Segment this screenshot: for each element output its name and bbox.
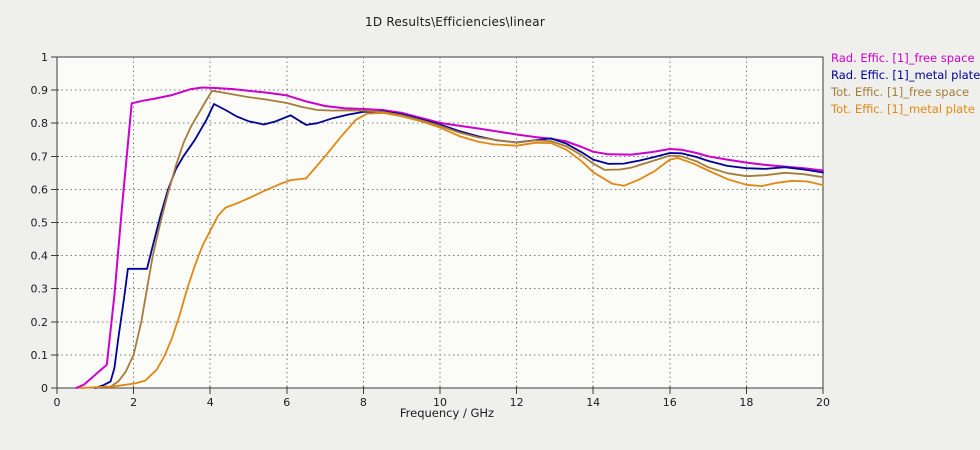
- x-tick-label: 12: [510, 396, 524, 409]
- legend-item-0: Rad. Effic. [1]_free space: [831, 51, 975, 65]
- y-tick-label: 0.9: [31, 84, 49, 97]
- x-axis-label: Frequency / GHz: [399, 406, 495, 420]
- x-tick-label: 8: [360, 396, 367, 409]
- series-line-0: [75, 86, 824, 389]
- y-tick-label: 0.4: [31, 250, 49, 263]
- y-tick-label: 0.1: [31, 349, 49, 362]
- legend-item-2: Tot. Effic. [1]_free space: [831, 85, 970, 99]
- x-tick-label: 0: [54, 396, 61, 409]
- x-tick-label: 20: [816, 396, 830, 409]
- y-tick-label: 0.5: [31, 217, 49, 230]
- x-tick-label: 4: [207, 396, 214, 409]
- legend-item-1: Rad. Effic. [1]_metal plate: [831, 68, 980, 82]
- y-tick-label: 1: [41, 51, 48, 64]
- y-tick-label: 0.2: [31, 316, 49, 329]
- y-tick-label: 0.3: [31, 283, 49, 296]
- x-tick-label: 14: [586, 396, 600, 409]
- y-tick-label: 0.8: [31, 117, 49, 130]
- x-tick-label: 16: [663, 396, 677, 409]
- x-tick-label: 18: [739, 396, 753, 409]
- y-tick-label: 0.7: [31, 150, 49, 163]
- x-tick-label: 6: [283, 396, 290, 409]
- x-tick-label: 2: [130, 396, 137, 409]
- y-tick-label: 0.6: [31, 183, 49, 196]
- legend-item-3: Tot. Effic. [1]_metal plate: [831, 102, 975, 116]
- y-tick-label: 0: [41, 382, 48, 395]
- series-line-3: [79, 112, 824, 389]
- legend: Rad. Effic. [1]_free space Rad. Effic. [1…: [831, 50, 980, 118]
- x-tick-label: 10: [433, 396, 447, 409]
- series-line-2: [107, 89, 824, 389]
- chart-title: 1D Results\Efficiencies\linear: [365, 15, 545, 29]
